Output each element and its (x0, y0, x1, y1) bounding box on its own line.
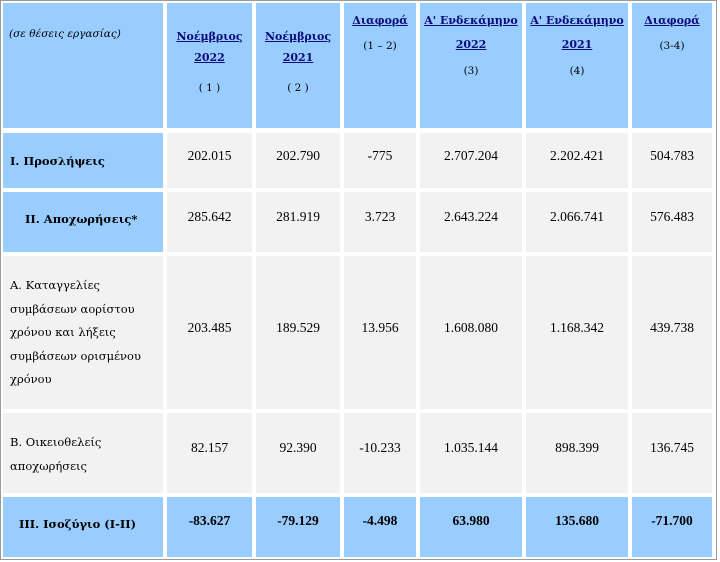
cell-value: 136.745 (650, 440, 694, 455)
table-cell: 92.390 (256, 413, 340, 493)
header-sub: (1 – 2) (363, 40, 397, 52)
header-index: ( 1 ) (198, 82, 221, 94)
row-label-text: Ι. Προσλήψεις (10, 154, 105, 168)
table-cell: 1.168.342 (526, 256, 628, 409)
cell-value: 1.608.080 (444, 320, 498, 335)
header-units-cell: (σε θέσεις εργασίας) (3, 3, 163, 128)
cell-value: -4.498 (362, 513, 398, 528)
cell-value: 92.390 (279, 440, 317, 455)
cell-value: -10.233 (359, 440, 401, 455)
header-index: (3) (463, 65, 479, 77)
table-cell: 439.738 (632, 256, 712, 409)
cell-value: 203.485 (187, 320, 232, 335)
header-sub: (3-4) (659, 40, 685, 52)
table-cell: 202.790 (256, 133, 340, 188)
table-cell: 285.642 (167, 192, 252, 252)
table-cell: 2.066.741 (526, 192, 628, 252)
cell-value: 898.399 (555, 440, 599, 455)
table-cell: 2.202.421 (526, 133, 628, 188)
table-cell: 189.529 (256, 256, 340, 409)
row-label-dismissals: Α. Καταγγελίες συμβάσεων αορίστου χρόνου… (3, 256, 163, 409)
table-cell: 203.485 (167, 256, 252, 409)
cell-value: 1.035.144 (444, 440, 498, 455)
header-col-11m-2021: Α' Ενδεκάμηνο 2021 (4) (526, 3, 628, 128)
header-index: ( 2 ) (287, 82, 309, 94)
header-title: Νοέμβριος (264, 30, 332, 43)
header-title: Διαφορά (352, 14, 408, 27)
units-note: (σε θέσεις εργασίας) (9, 28, 121, 40)
cell-value: 3.723 (364, 209, 396, 224)
row-label-hires: Ι. Προσλήψεις (3, 133, 163, 188)
cell-value: 63.980 (452, 513, 490, 528)
cell-value: 189.529 (276, 320, 320, 335)
cell-value: -775 (367, 148, 393, 163)
header-title: Νοέμβριος (176, 30, 243, 43)
table-cell: 2.707.204 (420, 133, 522, 188)
header-col-diff-2: Διαφορά (3-4) (632, 3, 712, 128)
row-label-line: συμβάσεων ορισμένου (10, 348, 141, 363)
cell-value: 82.157 (190, 440, 229, 455)
header-col-nov-2022: Νοέμβριος 2022 ( 1 ) (167, 3, 252, 128)
table-cell: 1.035.144 (420, 413, 522, 493)
table-cell: -4.498 (344, 497, 416, 557)
table-cell: 898.399 (526, 413, 628, 493)
table-cell: -10.233 (344, 413, 416, 493)
row-label-line: Β. Οικειοθελείς (10, 435, 102, 449)
table-cell: 576.483 (632, 192, 712, 252)
cell-value: 202.015 (187, 148, 232, 163)
row-label-departures: ΙΙ. Αποχωρήσεις* (3, 192, 163, 252)
cell-value: 281.919 (276, 209, 320, 224)
table-cell: 202.015 (167, 133, 252, 188)
cell-value: 1.168.342 (550, 320, 604, 335)
header-title: Διαφορά (644, 14, 700, 27)
table-cell: 504.783 (632, 133, 712, 188)
row-label-line: συμβάσεων αορίστου (10, 301, 135, 316)
header-col-11m-2022: Α' Ενδεκάμηνο 2022 (3) (420, 3, 522, 128)
cell-value: -71.700 (651, 513, 693, 528)
cell-value: 2.066.741 (550, 209, 604, 224)
table-cell: 63.980 (420, 497, 522, 557)
row-label-line: χρόνου (10, 372, 52, 386)
table-cell: 281.919 (256, 192, 340, 252)
header-year: 2022 (455, 38, 487, 51)
table-cell: 82.157 (167, 413, 252, 493)
cell-value: 576.483 (650, 209, 694, 224)
cell-value: 439.738 (650, 320, 694, 335)
table-cell: 3.723 (344, 192, 416, 252)
table-cell: 2.643.224 (420, 192, 522, 252)
row-label-voluntary: Β. Οικειοθελείς αποχωρήσεις (3, 413, 163, 493)
cell-value: -79.129 (277, 513, 319, 528)
cell-value: 504.783 (650, 148, 694, 163)
cell-value: 13.956 (361, 320, 399, 335)
header-title: Α' Ενδεκάμηνο (424, 14, 518, 27)
cell-value: -83.627 (188, 513, 231, 528)
header-title: Α' Ενδεκάμηνο (530, 14, 624, 27)
row-label-text: ΙΙ. Αποχωρήσεις* (25, 212, 138, 226)
row-label-line: χρόνου και λήξεις (10, 325, 116, 339)
table-cell: -83.627 (167, 497, 252, 557)
cell-value: 2.643.224 (444, 209, 498, 224)
row-label-text: ΙΙΙ. Ισοζύγιο (Ι-ΙΙ) (19, 517, 137, 531)
table-cell: -71.700 (632, 497, 712, 557)
header-col-diff-1: Διαφορά (1 – 2) (344, 3, 416, 128)
header-year: 2021 (282, 51, 314, 64)
cell-value: 202.790 (276, 148, 320, 163)
row-label-balance: ΙΙΙ. Ισοζύγιο (Ι-ΙΙ) (3, 497, 163, 557)
row-label-line: Α. Καταγγελίες (10, 278, 101, 292)
header-index: (4) (569, 65, 585, 77)
table-cell: 136.745 (632, 413, 712, 493)
table-cell: -775 (344, 133, 416, 188)
table-cell: 13.956 (344, 256, 416, 409)
table-cell: -79.129 (256, 497, 340, 557)
table-cell: 1.608.080 (420, 256, 522, 409)
cell-value: 2.707.204 (444, 148, 498, 163)
header-year: 2021 (561, 38, 593, 51)
cell-value: 135.680 (555, 513, 599, 528)
header-col-nov-2021: Νοέμβριος 2021 ( 2 ) (256, 3, 340, 128)
cell-value: 2.202.421 (550, 148, 604, 163)
row-label-line: αποχωρήσεις (10, 458, 88, 473)
table-cell: 135.680 (526, 497, 628, 557)
header-year: 2022 (194, 51, 225, 64)
cell-value: 285.642 (187, 209, 232, 224)
